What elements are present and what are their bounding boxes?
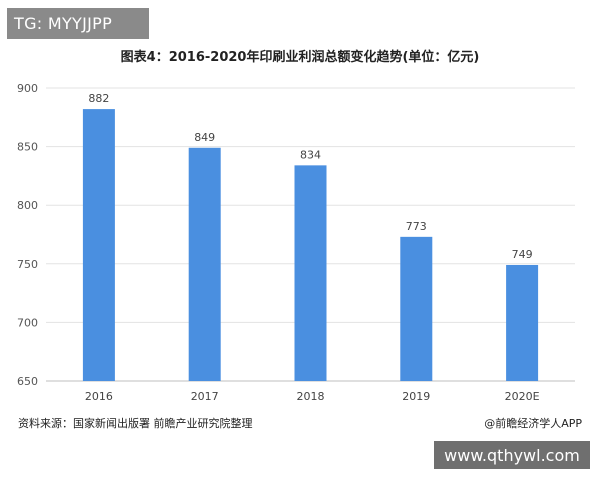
y-tick-label: 850: [17, 141, 38, 154]
data-label: 749: [512, 248, 533, 261]
bar: [506, 264, 539, 381]
bar: [400, 236, 433, 381]
x-tick-label: 2018: [297, 390, 325, 403]
data-label: 849: [194, 131, 215, 144]
bar: [188, 147, 221, 381]
x-tick-label: 2016: [85, 390, 113, 403]
x-tick-label: 2020E: [505, 390, 540, 403]
data-label: 834: [300, 148, 321, 161]
y-tick-label: 700: [17, 316, 38, 329]
bar-layer: [82, 109, 539, 381]
y-tick-label: 650: [17, 375, 38, 388]
data-label: 773: [406, 220, 427, 233]
y-tick-label: 800: [17, 199, 38, 212]
site-text: www.qthywl.com: [444, 445, 580, 465]
source-note: 资料来源：国家新闻出版署 前瞻产业研究院整理: [18, 417, 253, 430]
label-layer: 650 700 750 800 850 900 882 2016 849 2017 834 2018 7…: [17, 82, 540, 403]
chart-title: 图表4：2016-2020年印刷业利润总额变化趋势(单位：亿元): [120, 50, 480, 65]
tag-badge: TG: MYYJJPP: [7, 8, 149, 39]
bar: [294, 165, 327, 381]
tag-text: TG: MYYJJPP: [14, 14, 113, 33]
x-tick-label: 2017: [191, 390, 219, 403]
data-label: 882: [88, 92, 109, 105]
y-tick-label: 900: [17, 82, 38, 95]
site-badge: www.qthywl.com: [434, 441, 590, 469]
credit-note: @前瞻经济学人APP: [484, 417, 582, 430]
x-tick-label: 2019: [402, 390, 430, 403]
y-tick-label: 750: [17, 258, 38, 271]
bar: [82, 109, 115, 381]
